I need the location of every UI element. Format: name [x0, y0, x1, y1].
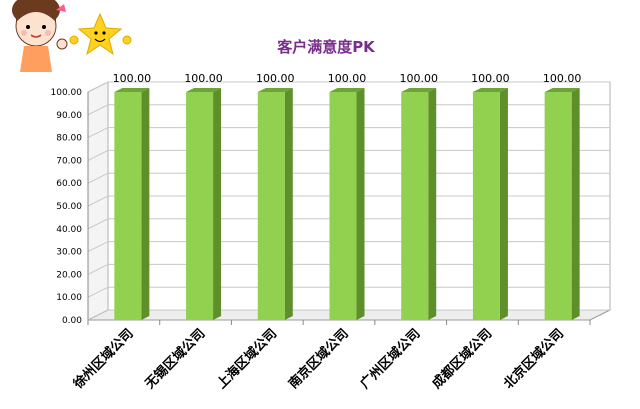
bar-side	[571, 88, 580, 320]
y-axis: 0.00 10.00 20.00 30.00 40.00 50.00 60.00 70.00 8…	[51, 88, 89, 326]
gridline	[87, 81, 610, 93]
x-tick-label: 南京区域公司	[285, 326, 351, 392]
bar-side	[213, 88, 222, 320]
data-label: 100.00	[471, 72, 510, 85]
bar-front	[544, 92, 572, 320]
x-tick-label: 无锡区域公司	[141, 326, 208, 393]
data-label: 100.00	[256, 72, 295, 85]
y-tick-label: 10.00	[56, 293, 82, 303]
x-axis: 徐州区域公司 无锡区域公司 上海区域公司 南京区域公司 广州区域公司 成都区域公司 北京区域…	[69, 320, 591, 393]
bar-top	[544, 88, 580, 92]
gridline	[87, 218, 610, 230]
bar-top	[114, 88, 150, 92]
bar-front	[329, 92, 357, 320]
y-tick-label: 60.00	[56, 179, 82, 189]
gridline	[87, 263, 610, 275]
gridline	[87, 309, 610, 321]
gridline	[87, 172, 610, 184]
thumbs-up-girl-icon	[12, 0, 68, 72]
bar-front	[472, 92, 500, 320]
gridline	[87, 286, 610, 298]
data-label: 100.00	[184, 72, 223, 85]
bar-top	[472, 88, 508, 92]
y-tick-label: 90.00	[56, 111, 82, 121]
gridline	[87, 149, 610, 161]
bar	[114, 88, 150, 320]
y-tick-label: 100.00	[51, 88, 83, 98]
y-tick-label: 20.00	[56, 270, 82, 280]
bar	[329, 88, 365, 320]
bar	[257, 88, 293, 320]
x-tick-label: 北京区域公司	[500, 326, 566, 392]
y-tick-label: 80.00	[56, 134, 82, 144]
bar-side	[428, 88, 437, 320]
bar-front	[401, 92, 429, 320]
y-tick-label: 70.00	[56, 156, 82, 166]
gridline	[87, 241, 610, 253]
y-tick-label: 30.00	[56, 248, 82, 258]
x-tick-label: 成都区域公司	[429, 326, 495, 392]
y-tick-label: 40.00	[56, 225, 82, 235]
bar	[401, 88, 437, 320]
data-label: 100.00	[399, 72, 438, 85]
bar-front	[114, 92, 142, 320]
x-tick-label: 徐州区域公司	[69, 326, 136, 393]
bar-side	[284, 88, 293, 320]
bar-front	[186, 92, 214, 320]
bar-side	[356, 88, 365, 320]
bar-side	[499, 88, 508, 320]
gridline	[87, 104, 610, 116]
x-tick-label: 上海区域公司	[214, 326, 280, 392]
gridlines	[87, 81, 610, 321]
bar-top	[257, 88, 293, 92]
x-tick-label: 广州区域公司	[357, 326, 423, 392]
y-tick-label: 50.00	[56, 202, 82, 212]
bar-front	[257, 92, 285, 320]
bar-top	[329, 88, 365, 92]
gridline	[87, 195, 610, 207]
chart-title: 客户满意度PK	[276, 38, 376, 56]
bar	[544, 88, 580, 320]
y-tick-label: 0.00	[62, 316, 82, 326]
bar-top	[401, 88, 437, 92]
data-labels: 100.00 100.00 100.00 100.00 100.00 100.00 100.…	[113, 72, 582, 85]
gridline	[87, 127, 610, 139]
bar	[472, 88, 508, 320]
bars	[114, 88, 580, 320]
bar-side	[141, 88, 150, 320]
data-label: 100.00	[328, 72, 367, 85]
smiling-star-icon	[69, 12, 132, 56]
data-label: 100.00	[543, 72, 582, 85]
bar-top	[186, 88, 222, 92]
data-label: 100.00	[113, 72, 152, 85]
bar	[186, 88, 222, 320]
